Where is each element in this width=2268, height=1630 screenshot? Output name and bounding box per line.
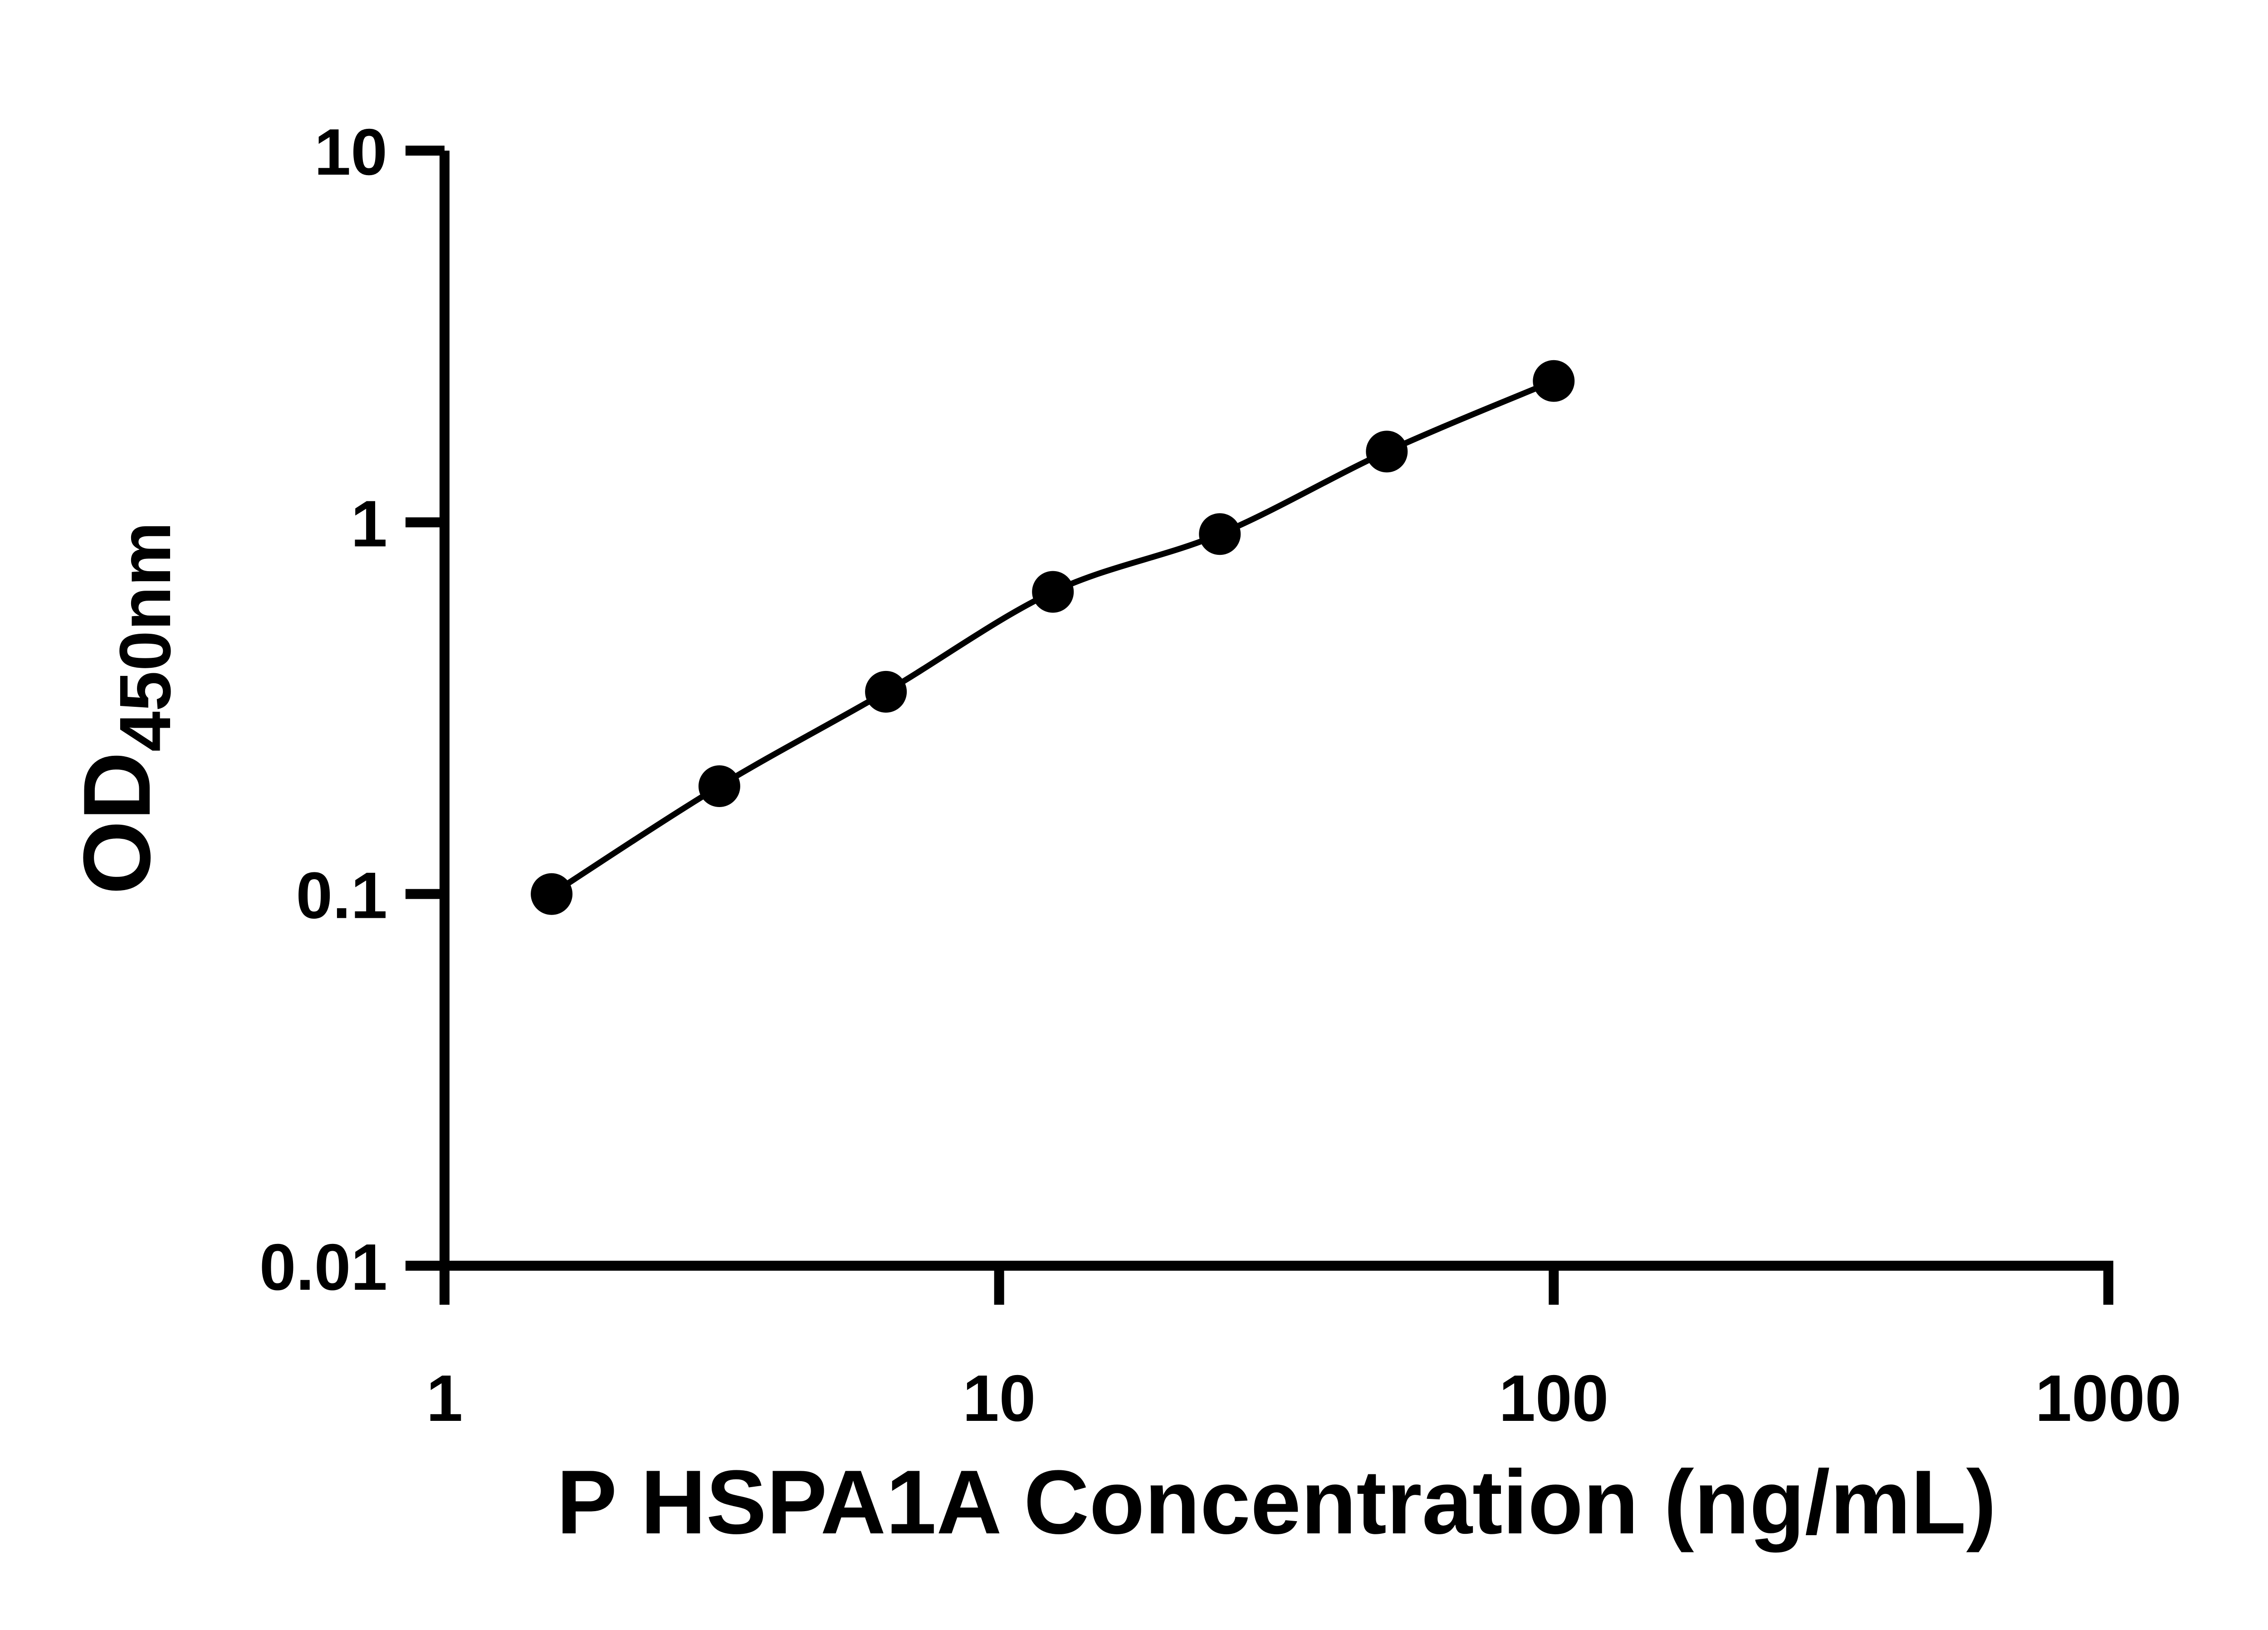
- data-point-marker: [1199, 513, 1241, 555]
- x-tick-label: 10: [963, 1361, 1036, 1435]
- y-tick-label: 1: [351, 487, 387, 560]
- x-tick-label: 100: [1499, 1361, 1608, 1435]
- y-tick-label: 10: [314, 115, 387, 189]
- y-tick-label: 0.01: [259, 1230, 387, 1304]
- x-tick-label: 1: [426, 1361, 463, 1435]
- data-point-marker: [1032, 571, 1074, 613]
- axis-ticks: [406, 146, 2113, 1305]
- data-point-marker: [865, 671, 907, 713]
- y-axis-title-subscript: 450nm: [104, 522, 186, 752]
- axes: [440, 151, 2113, 1271]
- y-axis-title: OD450nm: [64, 522, 186, 895]
- y-tick-label: 0.1: [296, 859, 387, 932]
- y-axis-title-main: OD: [64, 752, 170, 895]
- data-point-marker: [531, 873, 573, 915]
- axis-tick-labels: 1 10 100 1000 0.01 0.1 1 10: [259, 115, 2182, 1435]
- data-point-marker: [1533, 360, 1575, 402]
- x-tick-label: 1000: [2035, 1361, 2182, 1435]
- x-axis-title: P HSPA1A Concentration (ng/mL): [557, 1452, 1996, 1553]
- data-point-marker: [698, 765, 740, 807]
- data-point-marker: [1366, 431, 1408, 473]
- data-series: [531, 360, 1575, 915]
